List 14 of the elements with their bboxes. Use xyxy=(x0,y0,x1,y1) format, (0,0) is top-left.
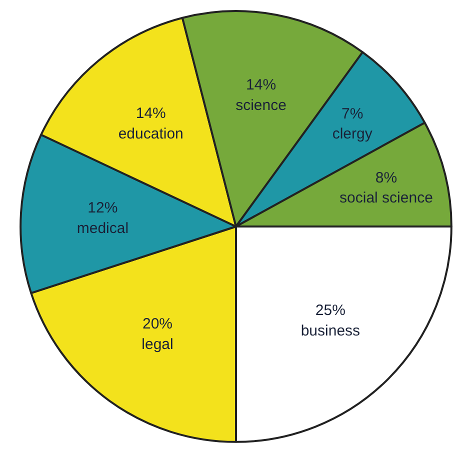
slice-label: social science xyxy=(340,190,433,207)
slice-label: science xyxy=(236,97,286,114)
data-label: 8% xyxy=(375,169,398,186)
data-label: 20% xyxy=(142,316,173,333)
data-label: 12% xyxy=(88,199,118,216)
data-label: 14% xyxy=(246,76,276,94)
slice-label: education xyxy=(118,125,184,142)
slice-label: medical xyxy=(76,220,129,237)
slice-label: business xyxy=(300,322,360,340)
slice-label: clergy xyxy=(332,126,373,143)
data-label: 14% xyxy=(136,105,166,122)
data-label: 25% xyxy=(315,302,346,320)
slice-label: legal xyxy=(142,336,174,354)
data-label: 7% xyxy=(342,105,364,122)
